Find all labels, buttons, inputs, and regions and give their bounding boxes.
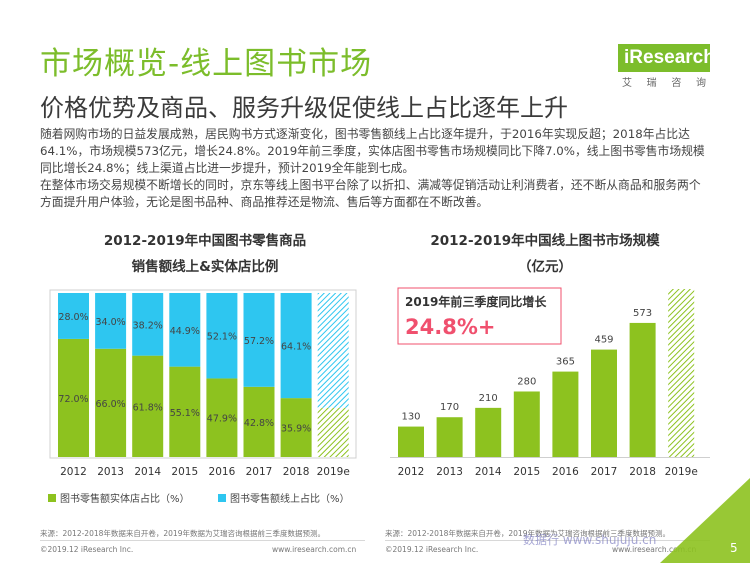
- legend-swatch-cyan: [218, 493, 226, 502]
- bar-online-share: [58, 293, 89, 339]
- iresearch-logo: iResearch 艾 瑞 咨 询: [618, 44, 715, 89]
- bar-offline-share: [280, 398, 312, 457]
- page-number: 5: [730, 541, 738, 555]
- logo-cn-char: 询: [695, 78, 706, 89]
- plot-frame: [49, 289, 357, 459]
- bar-offline-share-forecast: [317, 407, 349, 457]
- body-paragraphs: 随着网购市场的日益发展成熟，居民购书方式逐渐变化，图书零售额线上占比逐年提升，于…: [40, 126, 712, 211]
- label-offline-share: 72.0%: [58, 394, 88, 405]
- bar-online-share: [206, 293, 238, 379]
- logo-brand-text: iResearch: [624, 47, 715, 68]
- logo-badge: iResearch: [618, 44, 715, 72]
- label-online-share: 38.2%: [133, 320, 163, 331]
- x-tick-label: 2016: [209, 466, 236, 478]
- page-subtitle: 价格优势及商品、服务升级促使线上占比逐年上升: [40, 94, 568, 122]
- right-chart-title: 2012-2019年中国线上图书市场规模 （亿元）: [380, 228, 710, 280]
- x-tick-label: 2013: [97, 466, 124, 478]
- logo-cn-char: 艾: [622, 78, 632, 89]
- bar-offline-share: [243, 386, 275, 457]
- logo-cn-char: 瑞: [646, 78, 657, 89]
- bar-offline-share: [58, 338, 89, 457]
- bar-online-share: [169, 293, 201, 367]
- x-tick-label: 2019e: [317, 466, 350, 478]
- left-chart-title-line: 2012-2019年中国图书零售商品: [103, 233, 307, 249]
- watermark: 数据行 www.shujuju.cn: [523, 533, 657, 547]
- label-online-share: 28.0%: [58, 312, 88, 323]
- x-tick-label: 2018: [283, 466, 310, 478]
- bar-online-share: [243, 293, 275, 387]
- label-offline-share: 61.8%: [133, 402, 163, 413]
- footer-divider-right: [385, 540, 710, 541]
- label-online-share: 44.9%: [170, 326, 200, 337]
- legend-label: 图书零售额实体店占比（%）: [60, 494, 190, 505]
- bar-offline-share: [132, 355, 164, 457]
- source-right: 来源：2012-2018年数据来自开卷，2019年数据为艾瑞咨询根据前三季度数据…: [385, 529, 670, 538]
- bar-online-share: [280, 293, 312, 399]
- bar-offline-share: [95, 348, 127, 457]
- legend-label: 图书零售额线上占比（%）: [230, 494, 350, 505]
- legend-left-item-2: 图书零售额线上占比（%）: [218, 490, 350, 505]
- label-online-share: 64.1%: [281, 342, 311, 353]
- bar-offline-share: [206, 378, 238, 457]
- legend-swatch-green: [48, 493, 56, 502]
- label-online-share: 34.0%: [96, 317, 126, 328]
- bar-online-share-forecast: [317, 293, 349, 408]
- left-chart-title: 2012-2019年中国图书零售商品 销售额线上&实体店比例: [40, 228, 370, 280]
- x-tick-label: 2015: [171, 466, 198, 478]
- label-offline-share: 42.8%: [244, 418, 274, 429]
- paragraph-1: 随着网购市场的日益发展成熟，居民购书方式逐渐变化，图书零售额线上占比逐年提升，于…: [40, 127, 705, 175]
- label-offline-share: 35.9%: [281, 424, 311, 435]
- logo-cn-char: 咨: [671, 78, 682, 89]
- footer-copyright-left: ©2019.12 iResearch Inc.: [40, 545, 134, 554]
- legend-left-item-1: 图书零售额实体店占比（%）: [48, 490, 190, 505]
- x-tick-label: 2014: [134, 466, 161, 478]
- page-title: 市场概览-线上图书市场: [40, 46, 373, 82]
- label-online-share: 52.1%: [207, 332, 237, 343]
- source-left: 来源：2012-2018年数据来自开卷，2019年数据为艾瑞咨询根据前三季度数据…: [40, 529, 325, 538]
- label-offline-share: 55.1%: [170, 408, 200, 419]
- footer-copyright-right: ©2019.12 iResearch Inc.: [385, 545, 479, 554]
- bar-online-share: [132, 293, 164, 356]
- footer-url-right: www.iresearch.com.cn: [612, 545, 697, 554]
- bar-online-share: [95, 293, 127, 349]
- label-offline-share: 47.9%: [207, 414, 237, 425]
- footer-url-left: www.iresearch.com.cn: [272, 545, 357, 554]
- label-offline-share: 66.0%: [96, 399, 126, 410]
- x-tick-label: 2017: [246, 466, 273, 478]
- bar-offline-share: [169, 366, 201, 457]
- logo-cn-text: 艾 瑞 咨 询: [622, 74, 706, 89]
- paragraph-2: 在整体市场交易规模不断增长的同时，京东等线上图书平台除了以折扣、满减等促销活动让…: [40, 178, 701, 209]
- right-chart-title-line: 2012-2019年中国线上图书市场规模: [430, 233, 660, 249]
- footer-divider-left: [40, 540, 365, 541]
- right-chart-title-line: （亿元）: [518, 259, 572, 275]
- x-tick-label: 2012: [60, 466, 87, 478]
- label-online-share: 57.2%: [244, 336, 274, 347]
- left-chart-title-line: 销售额线上&实体店比例: [131, 259, 279, 275]
